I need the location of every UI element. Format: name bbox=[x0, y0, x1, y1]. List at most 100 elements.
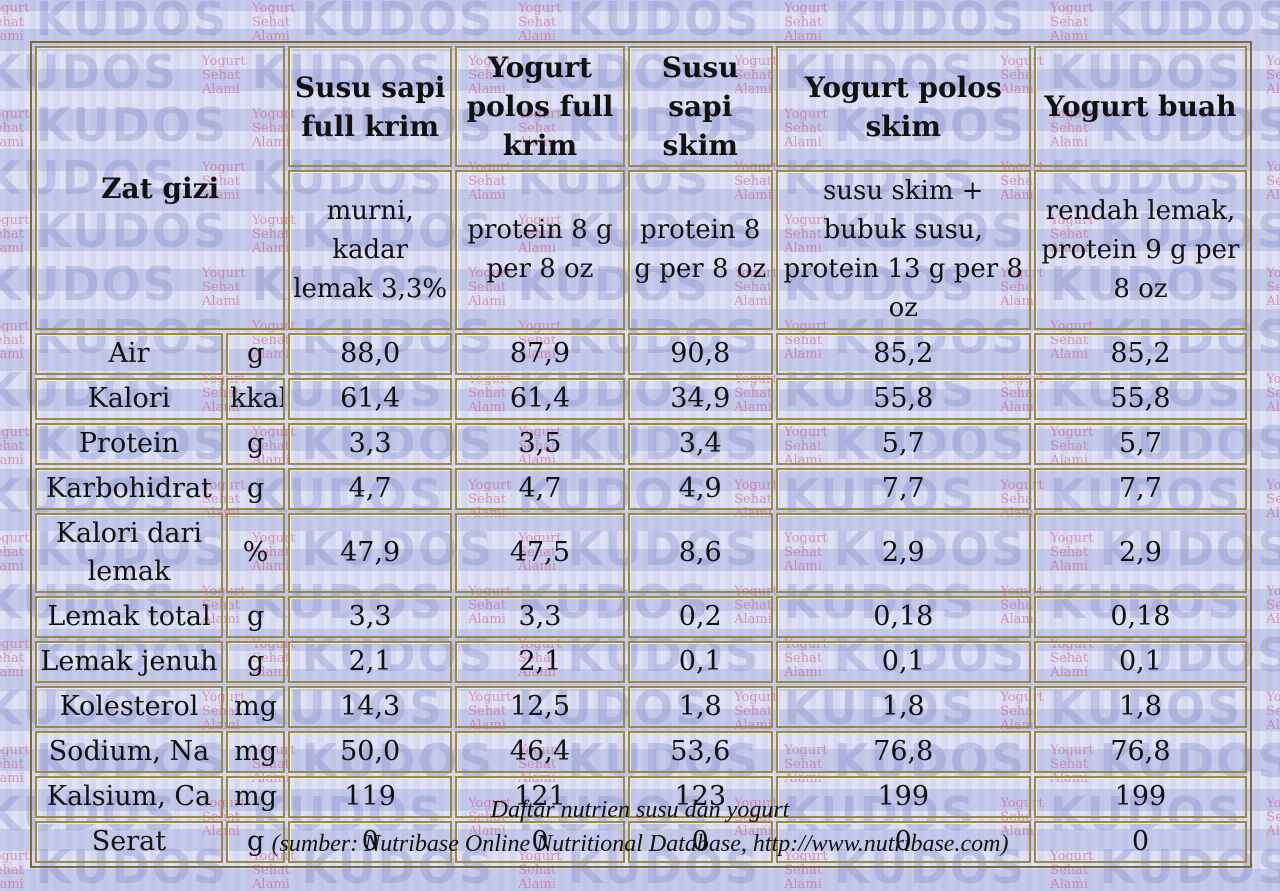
nutrient-unit: mg bbox=[225, 686, 286, 728]
nutrient-name: Lemak total bbox=[35, 596, 223, 638]
nutrient-value: 123 bbox=[627, 776, 773, 818]
column-header-name: Yogurt buah bbox=[1033, 46, 1247, 167]
nutrient-unit: g bbox=[225, 423, 286, 465]
table-row: Sodium, Na mg 50,0 46,4 53,6 76,8 76,8 bbox=[35, 731, 1247, 773]
nutrient-value: 5,7 bbox=[775, 423, 1031, 465]
nutrient-value: 199 bbox=[1033, 776, 1247, 818]
nutrient-value: 2,1 bbox=[288, 641, 453, 683]
nutrient-value: 7,7 bbox=[1033, 468, 1247, 510]
column-header-desc: rendah lemak, protein 9 g per 8 oz bbox=[1033, 170, 1247, 330]
nutrient-value: 3,3 bbox=[288, 596, 453, 638]
table-row: Kolesterol mg 14,3 12,5 1,8 1,8 1,8 bbox=[35, 686, 1247, 728]
table-row: Kalori kkal 61,4 61,4 34,9 55,8 55,8 bbox=[35, 378, 1247, 420]
table-row: Air g 88,0 87,9 90,8 85,2 85,2 bbox=[35, 333, 1247, 375]
nutrient-value: 0 bbox=[775, 821, 1031, 863]
nutrient-value: 199 bbox=[775, 776, 1031, 818]
header-row: Zat gizi Susu sapi full krim Yogurt polo… bbox=[35, 46, 1247, 330]
nutrient-value: 7,7 bbox=[775, 468, 1031, 510]
nutrient-name: Kalori bbox=[35, 378, 223, 420]
nutrient-value: 121 bbox=[455, 776, 625, 818]
nutrient-value: 87,9 bbox=[455, 333, 625, 375]
nutrient-value: 76,8 bbox=[775, 731, 1031, 773]
nutrient-unit: g bbox=[225, 333, 286, 375]
column-header-desc: murni, kadar lemak 3,3% bbox=[288, 170, 453, 330]
nutrient-value: 55,8 bbox=[775, 378, 1031, 420]
nutrient-value: 119 bbox=[288, 776, 453, 818]
nutrient-name: Kalori dari lemak bbox=[35, 513, 223, 593]
nutrient-value: 1,8 bbox=[1033, 686, 1247, 728]
nutrient-value: 0,1 bbox=[1033, 641, 1247, 683]
table-row: Lemak jenuh g 2,1 2,1 0,1 0,1 0,1 bbox=[35, 641, 1247, 683]
nutrient-value: 1,8 bbox=[775, 686, 1031, 728]
nutrient-value: 90,8 bbox=[627, 333, 773, 375]
nutrient-value: 55,8 bbox=[1033, 378, 1247, 420]
table-body: Air g 88,0 87,9 90,8 85,2 85,2 Kalori kkal 61,4 61… bbox=[35, 333, 1247, 863]
table-row: Serat g 0 0 0 0 0 bbox=[35, 821, 1247, 863]
column-header-name: Susu sapi full krim bbox=[288, 46, 453, 167]
column-header-name: Yogurt polos skim bbox=[775, 46, 1031, 167]
nutrient-header: Zat gizi bbox=[35, 46, 286, 330]
column-header-name: Yogurt polos full krim bbox=[455, 46, 625, 167]
nutrient-value: 8,6 bbox=[627, 513, 773, 593]
nutrient-value: 0,2 bbox=[627, 596, 773, 638]
column-header-desc: protein 8 g per 8 oz bbox=[627, 170, 773, 330]
nutrient-value: 3,3 bbox=[288, 423, 453, 465]
nutrient-value: 0,1 bbox=[627, 641, 773, 683]
nutrient-unit: g bbox=[225, 821, 286, 863]
header-desc-row: murni, kadar lemak 3,3% protein 8 g per … bbox=[35, 170, 1247, 330]
column-header-desc: susu skim + bubuk susu, protein 13 g per… bbox=[775, 170, 1031, 330]
nutrient-value: 0 bbox=[455, 821, 625, 863]
nutrient-value: 0 bbox=[288, 821, 453, 863]
nutrient-value: 61,4 bbox=[455, 378, 625, 420]
nutrient-value: 76,8 bbox=[1033, 731, 1247, 773]
nutrient-value: 61,4 bbox=[288, 378, 453, 420]
nutrient-name: Serat bbox=[35, 821, 223, 863]
nutrient-value: 2,9 bbox=[775, 513, 1031, 593]
nutrient-value: 3,3 bbox=[455, 596, 625, 638]
table-row: Karbohidrat g 4,7 4,7 4,9 7,7 7,7 bbox=[35, 468, 1247, 510]
nutrient-value: 2,1 bbox=[455, 641, 625, 683]
column-header-desc: protein 8 g per 8 oz bbox=[455, 170, 625, 330]
nutrient-value: 0 bbox=[627, 821, 773, 863]
nutrient-value: 85,2 bbox=[775, 333, 1031, 375]
table-row: Kalsium, Ca mg 119 121 123 199 199 bbox=[35, 776, 1247, 818]
nutrient-value: 0,18 bbox=[1033, 596, 1247, 638]
nutrient-value: 14,3 bbox=[288, 686, 453, 728]
nutrient-value: 2,9 bbox=[1033, 513, 1247, 593]
nutrient-value: 46,4 bbox=[455, 731, 625, 773]
nutrient-unit: % bbox=[225, 513, 286, 593]
nutrient-name: Air bbox=[35, 333, 223, 375]
nutrient-value: 50,0 bbox=[288, 731, 453, 773]
nutrient-name: Karbohidrat bbox=[35, 468, 223, 510]
nutrient-value: 85,2 bbox=[1033, 333, 1247, 375]
nutrient-name: Protein bbox=[35, 423, 223, 465]
table-row: Protein g 3,3 3,5 3,4 5,7 5,7 bbox=[35, 423, 1247, 465]
nutrient-value: 0,1 bbox=[775, 641, 1031, 683]
nutrient-table: Zat gizi Susu sapi full krim Yogurt polo… bbox=[30, 41, 1252, 868]
nutrient-name: Lemak jenuh bbox=[35, 641, 223, 683]
table-caption-source: (sumber: Nutribase Online Nutritional Da… bbox=[271, 831, 1009, 857]
nutrient-value: 88,0 bbox=[288, 333, 453, 375]
nutrient-unit: g bbox=[225, 641, 286, 683]
nutrient-unit: g bbox=[225, 468, 286, 510]
nutrient-value: 12,5 bbox=[455, 686, 625, 728]
nutrient-value: 53,6 bbox=[627, 731, 773, 773]
table-row: Kalori dari lemak% 47,9 47,5 8,6 2,9 2,9 bbox=[35, 513, 1247, 593]
nutrient-value: 3,5 bbox=[455, 423, 625, 465]
nutrient-unit: mg bbox=[225, 731, 286, 773]
nutrient-value: 0 bbox=[1033, 821, 1247, 863]
nutrient-value: 47,9 bbox=[288, 513, 453, 593]
nutrient-value: 34,9 bbox=[627, 378, 773, 420]
column-header-name: Susu sapi skim bbox=[627, 46, 773, 167]
nutrient-value: 3,4 bbox=[627, 423, 773, 465]
nutrient-unit: g bbox=[225, 596, 286, 638]
nutrient-value: 5,7 bbox=[1033, 423, 1247, 465]
table-row: Lemak total g 3,3 3,3 0,2 0,18 0,18 bbox=[35, 596, 1247, 638]
nutrient-value: 47,5 bbox=[455, 513, 625, 593]
table-caption-title: Daftar nutrien susu dan yogurt bbox=[490, 797, 790, 823]
nutrient-name: Kalsium, Ca bbox=[35, 776, 223, 818]
nutrient-unit: kkal bbox=[225, 378, 286, 420]
nutrient-name: Sodium, Na bbox=[35, 731, 223, 773]
nutrient-value: 4,7 bbox=[288, 468, 453, 510]
